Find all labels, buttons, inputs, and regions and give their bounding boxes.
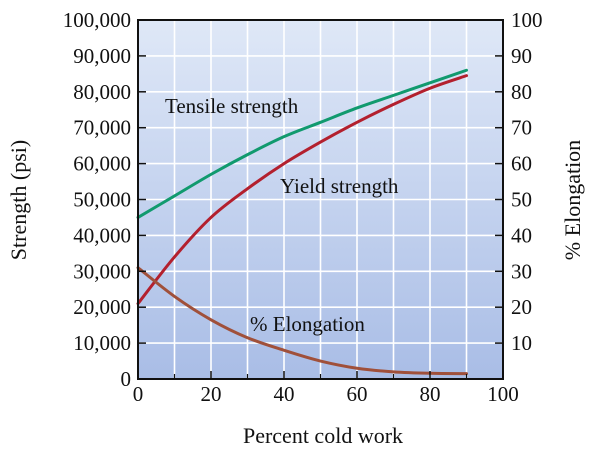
left-y-tick-label: 70,000 bbox=[73, 116, 131, 140]
right-y-tick-label: 40 bbox=[511, 223, 532, 247]
left-y-tick-label: 20,000 bbox=[73, 295, 131, 319]
left-y-tick-label: 50,000 bbox=[73, 188, 131, 212]
right-y-tick-label: 20 bbox=[511, 295, 532, 319]
x-axis-title: Percent cold work bbox=[243, 423, 403, 448]
right-y-tick-label: 70 bbox=[511, 116, 532, 140]
series-group bbox=[136, 68, 468, 376]
tensile-strength-line bbox=[136, 68, 468, 219]
right-y-tick-label: 100 bbox=[511, 8, 543, 32]
right-axis-title: % Elongation bbox=[560, 140, 585, 260]
left-axis-title: Strength (psi) bbox=[6, 140, 31, 260]
left-y-tick-label: 0 bbox=[121, 367, 132, 391]
x-tick-label: 100 bbox=[487, 382, 519, 406]
ticks bbox=[137, 19, 504, 380]
elongation-line bbox=[136, 266, 468, 376]
tensile-strength-label: Tensile strength bbox=[165, 94, 299, 118]
left-y-tick-label: 30,000 bbox=[73, 259, 131, 283]
left-y-tick-label: 80,000 bbox=[73, 80, 131, 104]
left-y-tick-label: 90,000 bbox=[73, 44, 131, 68]
right-y-tick-label: 80 bbox=[511, 80, 532, 104]
yield-strength-line bbox=[136, 74, 468, 306]
left-y-tick-label: 60,000 bbox=[73, 152, 131, 176]
right-y-tick-label: 30 bbox=[511, 259, 532, 283]
left-y-tick-label: 100,000 bbox=[63, 8, 131, 32]
x-tick-label: 80 bbox=[420, 382, 441, 406]
left-y-tick-label: 10,000 bbox=[73, 331, 131, 355]
yield-strength-label: Yield strength bbox=[280, 174, 399, 198]
elongation-label: % Elongation bbox=[250, 312, 365, 336]
right-y-tick-label: 60 bbox=[511, 152, 532, 176]
tick-labels: 0 20 40 60 80 100 0 10,000 20,000 30,000 40,000 50,… bbox=[63, 8, 543, 406]
right-y-tick-label: 50 bbox=[511, 188, 532, 212]
x-tick-label: 60 bbox=[347, 382, 368, 406]
right-y-tick-label: 10 bbox=[511, 331, 532, 355]
x-tick-label: 40 bbox=[274, 382, 295, 406]
x-tick-label: 20 bbox=[201, 382, 222, 406]
x-tick-label: 0 bbox=[133, 382, 144, 406]
right-y-tick-label: 90 bbox=[511, 44, 532, 68]
grid bbox=[138, 20, 503, 379]
left-y-tick-label: 40,000 bbox=[73, 223, 131, 247]
